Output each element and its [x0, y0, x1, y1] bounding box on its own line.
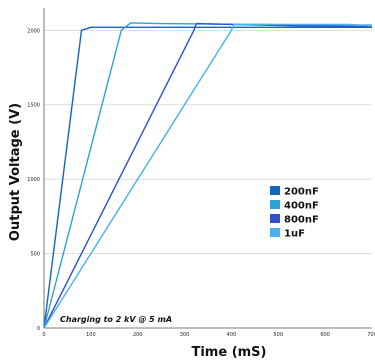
legend-label-400nf: 400nF [284, 201, 319, 212]
x-tick-label: 300 [180, 332, 190, 338]
legend-label-1uf: 1uF [284, 229, 305, 240]
x-tick-label: 200 [133, 332, 143, 338]
y-tick-label: 0 [37, 326, 40, 332]
x-tick-label: 400 [227, 332, 237, 338]
annotation: Charging to 2 kV @ 5 mA [60, 315, 172, 324]
legend-label-800nf: 800nF [284, 215, 319, 226]
y-tick-label: 1500 [27, 103, 40, 109]
legend-swatch-1uf [270, 228, 280, 237]
series-line-800nf [43, 22, 373, 329]
y-tick-label: 2000 [27, 28, 40, 34]
x-tick-label: 0 [42, 332, 45, 338]
y-axis-title: Output Voltage (V) [8, 103, 23, 241]
legend-swatch-800nf [270, 214, 280, 223]
series-line-200nf [43, 26, 372, 329]
axes [43, 8, 372, 329]
legend-label-200nf: 200nF [284, 187, 319, 198]
x-tick-label: 100 [86, 332, 96, 338]
y-tick-label: 500 [30, 252, 40, 258]
legend: 200nF 400nF 800nF 1uF [270, 186, 319, 240]
series-line-1uf [43, 23, 373, 329]
legend-swatch-200nf [270, 186, 280, 195]
y-tick-label: 1000 [27, 177, 40, 183]
series-lines [43, 22, 373, 329]
x-tick-label: 600 [320, 332, 330, 338]
tick-labels: 0 500 1000 1500 2000 0 100 200 300 400 500 600 700 [27, 28, 375, 338]
x-tick-label: 700 [367, 332, 375, 338]
x-axis-title: Time (mS) [191, 345, 266, 360]
grid [44, 29, 372, 254]
x-tick-label: 500 [274, 332, 284, 338]
legend-swatch-400nf [270, 200, 280, 209]
